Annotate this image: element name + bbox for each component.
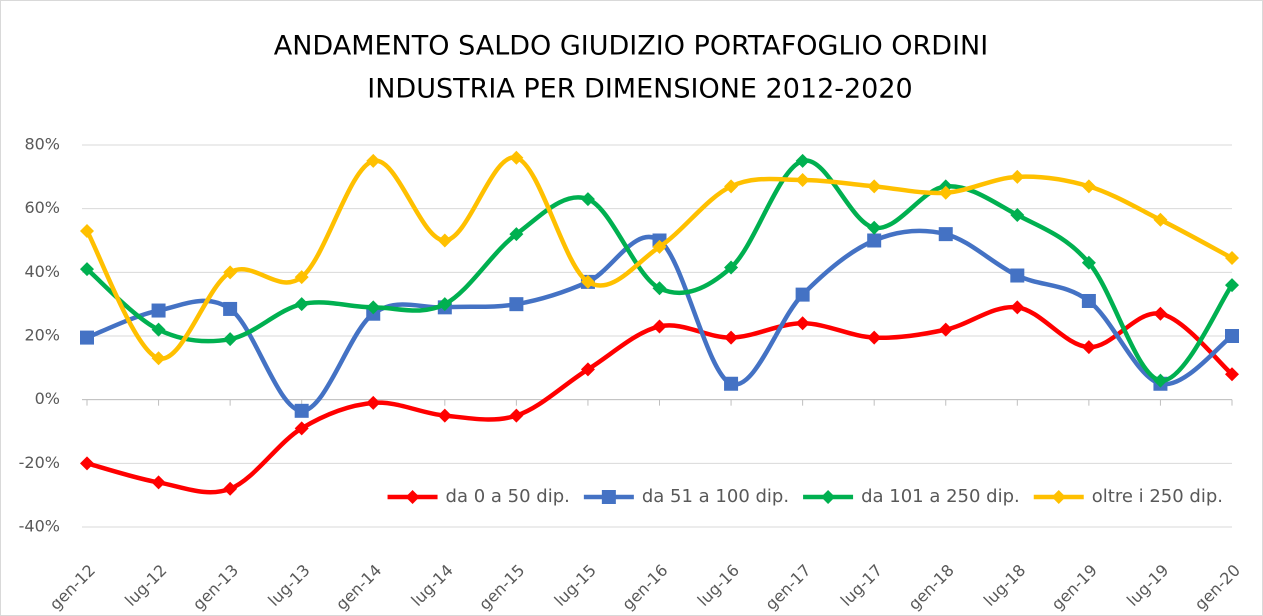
legend-label: oltre i 250 dip.	[1092, 486, 1223, 507]
y-tick-label: 40%	[24, 262, 60, 281]
chart-title: INDUSTRIA PER DIMENSIONE 2012-2020	[367, 74, 912, 105]
data-point	[1153, 373, 1168, 388]
data-point	[437, 408, 452, 423]
data-point	[724, 330, 739, 345]
data-point	[1010, 300, 1025, 315]
data-point	[151, 475, 166, 490]
y-tick-label: 0%	[35, 389, 60, 408]
data-point	[1081, 255, 1096, 270]
data-point	[1010, 268, 1025, 283]
data-point	[1153, 212, 1168, 227]
legend-marker	[1051, 490, 1066, 504]
data-point	[294, 297, 309, 312]
data-point	[652, 319, 667, 334]
legend-marker	[601, 490, 616, 504]
data-point	[437, 233, 452, 248]
data-point	[795, 153, 810, 168]
data-point	[294, 270, 309, 285]
y-tick-label: 80%	[24, 135, 60, 154]
data-point	[580, 192, 595, 207]
data-point	[151, 322, 166, 337]
data-point	[1010, 169, 1025, 184]
data-point	[938, 185, 953, 200]
legend-label: da 51 a 100 dip.	[642, 486, 789, 507]
data-point	[294, 403, 309, 418]
data-point	[1225, 367, 1239, 382]
data-point	[509, 408, 524, 423]
data-point	[652, 239, 667, 254]
legend-marker	[405, 490, 420, 504]
data-point	[1081, 340, 1096, 355]
data-point	[580, 274, 595, 289]
data-point	[80, 223, 94, 238]
data-point	[795, 173, 810, 188]
data-point	[509, 150, 524, 165]
legend-marker	[821, 490, 836, 504]
data-point	[724, 376, 739, 391]
data-point	[724, 179, 739, 194]
data-point	[1081, 179, 1096, 194]
data-point	[1153, 306, 1168, 321]
data-point	[223, 265, 238, 280]
data-point	[724, 260, 739, 275]
data-point	[294, 421, 309, 436]
y-tick-label: -20%	[19, 453, 60, 472]
series-line	[84, 228, 1235, 414]
data-point	[223, 481, 238, 496]
data-point	[1225, 251, 1239, 266]
data-point	[151, 303, 166, 318]
y-tick-label: -40%	[19, 517, 60, 536]
legend-label: da 0 a 50 dip.	[446, 486, 570, 507]
data-point	[151, 351, 166, 366]
data-point	[437, 297, 452, 312]
data-point	[223, 301, 238, 316]
data-point	[509, 227, 524, 242]
chart-title: ANDAMENTO SALDO GIUDIZIO PORTAFOGLIO ORD…	[274, 31, 988, 62]
data-point	[795, 316, 810, 331]
data-point	[867, 220, 882, 235]
data-point	[80, 262, 94, 277]
data-point	[1225, 278, 1239, 293]
data-point	[580, 362, 595, 377]
data-point	[652, 281, 667, 296]
data-point	[366, 153, 381, 168]
legend-label: da 101 a 250 dip.	[861, 486, 1020, 507]
data-point	[938, 322, 953, 337]
data-point	[366, 395, 381, 410]
data-point	[223, 332, 238, 347]
data-point	[1010, 208, 1025, 223]
data-point	[867, 179, 882, 194]
data-point	[1081, 293, 1096, 308]
data-point	[1225, 329, 1239, 343]
data-point	[938, 227, 953, 242]
y-tick-label: 60%	[24, 198, 60, 217]
data-point	[795, 287, 810, 302]
data-point	[80, 330, 94, 345]
data-point	[867, 330, 882, 345]
data-point	[867, 233, 882, 248]
data-point	[366, 300, 381, 315]
data-point	[509, 297, 524, 312]
y-tick-label: 20%	[24, 326, 60, 345]
data-point	[80, 456, 94, 471]
